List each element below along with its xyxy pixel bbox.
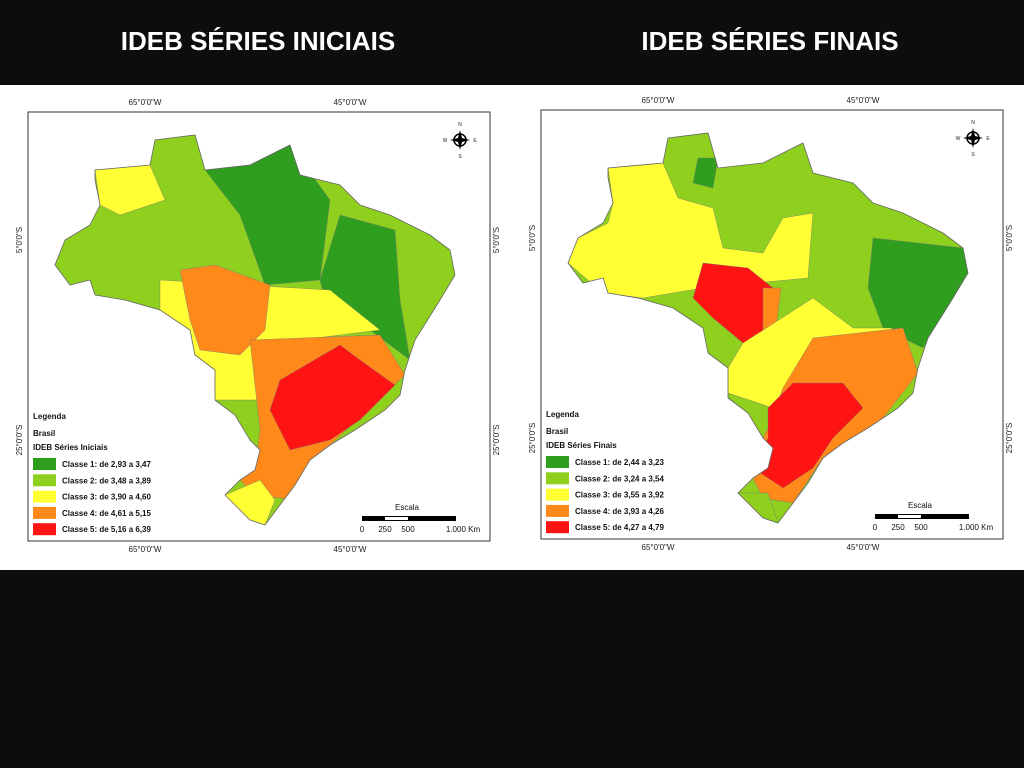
compass-rose — [963, 128, 983, 148]
scale-bar — [875, 514, 969, 519]
coord-top: 45°0'0"W — [847, 96, 880, 105]
scale-title: Escala — [395, 503, 420, 512]
scale-label: 1.000 Km — [959, 523, 994, 532]
compass-letter: N — [458, 122, 462, 128]
legend-swatch — [546, 472, 569, 485]
legend-layer: Brasil — [33, 429, 55, 438]
coord-left: 25°0'0"S — [528, 423, 537, 454]
legend-layer: Brasil — [546, 427, 568, 436]
coord-top: 65°0'0"W — [642, 96, 675, 105]
region — [319, 214, 411, 361]
regions — [568, 157, 968, 523]
coord-left: 5°0'0"S — [528, 225, 537, 251]
scale-label: 0 — [360, 525, 365, 534]
scale-title: Escala — [908, 501, 933, 510]
region — [692, 157, 719, 189]
country-outline — [567, 132, 969, 524]
coord-top: 45°0'0"W — [334, 98, 367, 107]
coord-left: 25°0'0"S — [15, 425, 24, 456]
legend-label: Classe 4: de 3,93 a 4,26 — [575, 507, 665, 516]
map-panel: 65°0'0"W 65°0'0"W 45°0'0"W 45°0'0"W 5°0'0"S 5… — [528, 96, 1014, 552]
legend-swatch — [546, 504, 569, 517]
scale-label: 1.000 Km — [446, 525, 481, 534]
coord-right: 25°0'0"S — [492, 425, 501, 456]
compass-letter: S — [458, 154, 462, 160]
map-panel: 65°0'0"W 65°0'0"W 45°0'0"W 45°0'0"W 5°0'0"S 5… — [15, 98, 501, 554]
compass-letter: S — [971, 152, 975, 158]
legend-swatch — [33, 458, 56, 470]
legend-subtitle: IDEB Séries Finais — [546, 441, 617, 450]
title-left: IDEB SÉRIES INICIAIS — [121, 26, 396, 56]
scale-bar — [362, 516, 456, 521]
compass-letter: N — [971, 120, 975, 126]
compass-rose — [450, 130, 470, 150]
legend-label: Classe 4: de 4,61 a 5,15 — [62, 509, 152, 518]
scale-bar-white — [898, 515, 921, 518]
legend-swatch — [33, 523, 56, 536]
scale-label: 500 — [914, 523, 928, 532]
legend-label: Classe 5: de 4,27 a 4,79 — [575, 523, 665, 532]
legend-swatch — [546, 456, 569, 468]
coord-right: 25°0'0"S — [1005, 423, 1014, 454]
compass-letter: W — [443, 138, 448, 144]
compass-letter: E — [473, 138, 477, 144]
country-outline — [54, 134, 456, 526]
legend-heading: Legenda — [546, 410, 579, 419]
legend-swatch — [546, 521, 569, 534]
legend-label: Classe 2: de 3,24 a 3,54 — [575, 474, 665, 483]
scale-label: 250 — [378, 525, 392, 534]
coord-right: 5°0'0"S — [1005, 225, 1014, 251]
coord-bottom: 65°0'0"W — [642, 543, 675, 552]
legend-heading: Legenda — [33, 412, 66, 421]
coord-bottom: 65°0'0"W — [129, 545, 162, 554]
legend-label: Classe 1: de 2,93 a 3,47 — [62, 460, 152, 469]
legend-swatch — [33, 474, 56, 487]
compass-letter: W — [956, 136, 961, 142]
legend-label: Classe 5: de 5,16 a 6,39 — [62, 525, 152, 534]
legend-label: Classe 3: de 3,90 a 4,60 — [62, 493, 152, 502]
legend-swatch — [33, 490, 56, 503]
coord-bottom: 45°0'0"W — [847, 543, 880, 552]
legend-swatch — [33, 506, 56, 519]
scale-label: 250 — [891, 523, 905, 532]
scale-bar-white — [385, 517, 408, 520]
compass-letter: E — [986, 136, 990, 142]
title-right: IDEB SÉRIES FINAIS — [641, 26, 898, 56]
coord-left: 5°0'0"S — [15, 227, 24, 253]
legend-swatch — [546, 488, 569, 501]
scale-label: 0 — [873, 523, 878, 532]
legend-subtitle: IDEB Séries Iniciais — [33, 443, 108, 452]
coord-top: 65°0'0"W — [129, 98, 162, 107]
region — [269, 344, 396, 451]
region — [568, 162, 814, 299]
scale-label: 500 — [401, 525, 415, 534]
legend-label: Classe 2: de 3,48 a 3,89 — [62, 476, 152, 485]
coord-bottom: 45°0'0"W — [334, 545, 367, 554]
legend-label: Classe 3: de 3,55 a 3,92 — [575, 491, 665, 500]
legend-label: Classe 1: de 2,44 a 3,23 — [575, 458, 665, 467]
region — [752, 382, 864, 489]
coord-right: 5°0'0"S — [492, 227, 501, 253]
